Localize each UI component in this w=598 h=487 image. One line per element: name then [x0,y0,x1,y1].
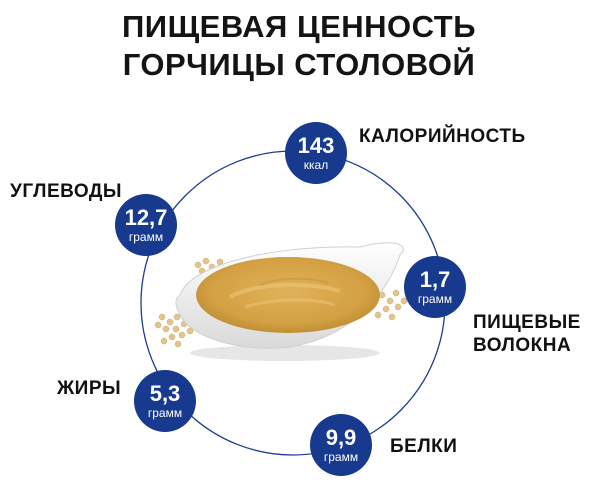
calories-badge: 143 ккал [285,122,347,184]
title-line-1: ПИЩЕВАЯ ЦЕННОСТЬ [122,9,476,44]
page-title: ПИЩЕВАЯ ЦЕННОСТЬ ГОРЧИЦЫ СТОЛОВОЙ [0,8,598,84]
fiber-badge: 1,7 грамм [404,256,466,318]
mustard-bowl-illustration [154,242,408,361]
fats-badge: 5,3 грамм [134,370,196,432]
calories-value: 143 [297,132,335,158]
fiber-label: ПИЩЕВЫЕ ВОЛОКНА [473,311,581,357]
carbs-value: 12,7 [124,204,168,230]
protein-unit: грамм [323,449,359,464]
title-line-2: ГОРЧИЦЫ СТОЛОВОЙ [122,47,476,82]
carbs-badge: 12,7 грамм [115,194,177,256]
fiber-unit: грамм [417,291,453,306]
calories-unit: ккал [303,157,329,172]
calories-label: КАЛОРИЙНОСТЬ [359,126,526,147]
fiber-label-line-1: ПИЩЕВЫЕ [473,312,581,333]
fats-unit: грамм [147,405,183,420]
carbs-label: УГЛЕВОДЫ [10,181,123,202]
protein-value: 9,9 [325,424,357,450]
fiber-label-line-2: ВОЛОКНА [473,335,572,356]
fats-label: ЖИРЫ [57,378,122,399]
fiber-value: 1,7 [419,266,451,292]
carbs-unit: грамм [128,229,164,244]
protein-badge: 9,9 грамм [310,414,372,476]
protein-label: БЕЛКИ [390,436,458,457]
fats-value: 5,3 [149,380,181,406]
